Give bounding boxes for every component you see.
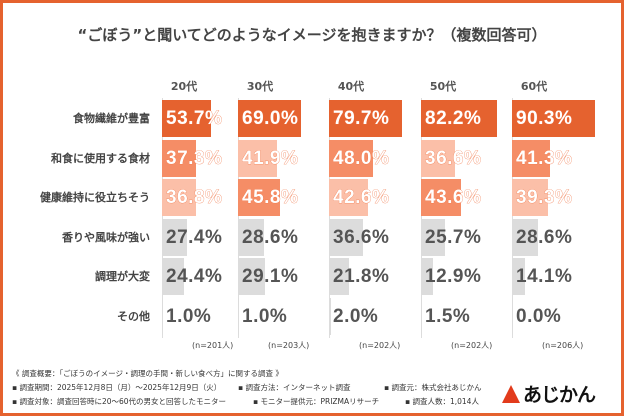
data-label: 1.5% bbox=[425, 306, 471, 327]
panel-header: 30代 bbox=[246, 80, 274, 93]
bar bbox=[162, 139, 197, 177]
ajikan-logo: あじかん bbox=[502, 380, 596, 407]
category-label: 和食に使用する食材 bbox=[51, 151, 150, 165]
data-label: 41.3% bbox=[516, 147, 573, 169]
sample-size: (n=203人) bbox=[268, 341, 310, 350]
bar bbox=[421, 218, 445, 256]
bar bbox=[512, 179, 549, 217]
panel-axis bbox=[421, 98, 422, 338]
bar bbox=[421, 139, 455, 177]
bar bbox=[329, 298, 331, 335]
data-label: 43.6% bbox=[425, 187, 482, 209]
bar bbox=[421, 258, 433, 296]
bar bbox=[512, 139, 550, 177]
panel-header: 40代 bbox=[337, 80, 365, 93]
bar bbox=[512, 298, 513, 335]
bar bbox=[238, 139, 277, 177]
data-label: 24.4% bbox=[166, 266, 223, 288]
panel-axis bbox=[238, 98, 239, 338]
bar bbox=[329, 258, 350, 296]
data-label: 1.0% bbox=[242, 306, 288, 327]
data-label: 36.8% bbox=[166, 187, 223, 209]
bar bbox=[162, 258, 185, 296]
panel-axis bbox=[162, 98, 163, 338]
data-label: 29.1% bbox=[242, 266, 299, 288]
data-label: 2.0% bbox=[333, 306, 379, 327]
data-label: 1.0% bbox=[166, 306, 212, 327]
bar bbox=[512, 258, 525, 296]
data-label: 28.6% bbox=[242, 226, 299, 248]
bar bbox=[329, 139, 374, 177]
data-label: 25.7% bbox=[425, 226, 482, 248]
data-label: 37.3% bbox=[166, 147, 223, 169]
data-label: 28.6% bbox=[516, 226, 573, 248]
data-label: 79.7% bbox=[333, 108, 390, 130]
bar bbox=[238, 100, 302, 137]
data-label: 27.4% bbox=[166, 226, 223, 248]
logo-mark-icon bbox=[502, 384, 520, 403]
data-label: 36.6% bbox=[425, 147, 482, 169]
bar bbox=[421, 179, 462, 217]
chart-title: “ごぼう”と聞いてどのようなイメージを抱きますか？（複数回答可） bbox=[77, 26, 547, 44]
footer-target: ▪ 調査対象：調査回答時に20～60代の男女と回答したモニター bbox=[12, 397, 227, 406]
bar bbox=[421, 100, 497, 137]
data-label: 45.8% bbox=[242, 187, 299, 209]
bar bbox=[238, 218, 265, 256]
panel-header: 60代 bbox=[520, 80, 548, 93]
category-label: その他 bbox=[117, 310, 150, 323]
bar bbox=[512, 218, 539, 256]
footer-summary: 《 調査概要：「ごぼうのイメージ・調理の手間・新しい食べ方」に関する調査 》 bbox=[12, 369, 283, 378]
bar bbox=[329, 218, 363, 256]
bar bbox=[238, 298, 239, 335]
data-label: 36.6% bbox=[333, 226, 390, 248]
category-label: 調理が大変 bbox=[95, 270, 150, 284]
bar bbox=[512, 100, 596, 137]
data-label: 90.3% bbox=[516, 108, 573, 130]
footer-method: ▪ 調査方法：インターネット調査 bbox=[238, 383, 351, 392]
bar bbox=[162, 100, 212, 137]
bar bbox=[421, 298, 423, 335]
data-label: 0.0% bbox=[516, 306, 562, 327]
data-label: 21.8% bbox=[333, 266, 390, 288]
footer-count: ▪ 調査人数：1,014人 bbox=[405, 397, 479, 406]
data-label: 42.6% bbox=[333, 187, 390, 209]
data-label: 53.7% bbox=[166, 108, 223, 130]
bar bbox=[238, 258, 265, 296]
data-label: 39.3% bbox=[516, 187, 573, 209]
category-label: 食物繊維が豊富 bbox=[73, 112, 150, 125]
bar bbox=[162, 218, 188, 256]
bar bbox=[162, 179, 196, 217]
footer-provider: ▪ モニター提供元：PRIZMAリサーチ bbox=[253, 397, 380, 406]
bar bbox=[162, 298, 163, 335]
bar bbox=[238, 179, 281, 217]
panel-axis bbox=[512, 98, 513, 338]
logo-text: あじかん bbox=[523, 384, 596, 406]
data-label: 12.9% bbox=[425, 266, 482, 288]
sample-size: (n=202人) bbox=[451, 341, 493, 350]
data-label: 69.0% bbox=[242, 108, 299, 130]
category-label: 健康維持に役立ちそう bbox=[40, 191, 150, 205]
data-label: 82.2% bbox=[425, 108, 482, 130]
category-label: 香りや風味が強い bbox=[62, 230, 150, 244]
bar bbox=[329, 179, 369, 217]
sample-size: (n=202人) bbox=[359, 341, 401, 350]
panel-header: 50代 bbox=[429, 80, 457, 93]
footer-period: ▪ 調査期間：2025年12月8日（月）～2025年12月9日（火） bbox=[12, 383, 222, 392]
bar bbox=[329, 100, 403, 137]
data-label: 48.0% bbox=[333, 147, 390, 169]
sample-size: (n=206人) bbox=[542, 341, 584, 350]
sample-size: (n=201人) bbox=[192, 341, 234, 350]
footer-org: ▪ 調査元：株式会社あじかん bbox=[384, 383, 482, 392]
data-label: 41.9% bbox=[242, 147, 299, 169]
panel-axis bbox=[329, 98, 330, 338]
data-label: 14.1% bbox=[516, 266, 573, 288]
panel-header: 20代 bbox=[170, 80, 198, 93]
